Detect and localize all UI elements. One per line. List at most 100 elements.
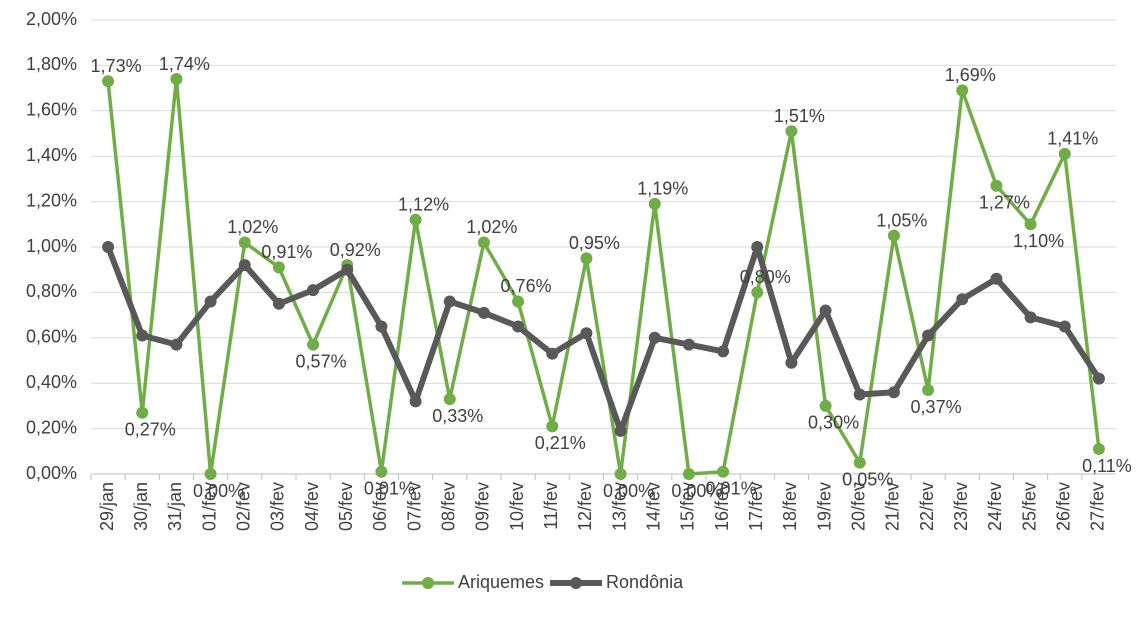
- x-tick-label: 04/fev: [302, 482, 322, 531]
- x-tick-label: 11/fev: [541, 482, 561, 530]
- series-line: [105, 244, 1102, 434]
- x-tick-label: 10/fev: [507, 482, 527, 531]
- data-label: 0,01%: [706, 478, 757, 498]
- legend: Ariquemes Rondônia: [402, 572, 684, 592]
- x-tick-label: 26/fev: [1054, 482, 1074, 531]
- point: [1092, 372, 1105, 385]
- point: [785, 356, 798, 369]
- x-tick-label: 31/jan: [165, 482, 185, 531]
- point: [409, 395, 422, 408]
- x-tick-label: 16/fev: [712, 482, 732, 531]
- data-label: 0,21%: [535, 433, 586, 453]
- y-tick-label: 0,80%: [26, 281, 77, 301]
- point: [1024, 218, 1037, 231]
- x-tick-label: 07/fev: [404, 482, 424, 531]
- series-line: [106, 77, 1101, 476]
- point: [341, 263, 354, 276]
- point: [204, 468, 217, 480]
- x-tick-label: 23/fev: [951, 482, 971, 531]
- legend-marker: [570, 577, 583, 589]
- point: [238, 259, 251, 272]
- point: [956, 84, 969, 97]
- point: [546, 347, 559, 360]
- point: [922, 329, 935, 342]
- legend-marker: [422, 577, 434, 589]
- y-tick-label: 0,20%: [26, 417, 77, 437]
- data-label: 0,00%: [671, 481, 722, 501]
- point: [580, 327, 593, 340]
- data-label: 1,27%: [979, 192, 1030, 212]
- point: [307, 338, 320, 351]
- data-label: 1,51%: [774, 106, 825, 126]
- point: [580, 252, 593, 265]
- point: [682, 338, 695, 351]
- data-label: 0,95%: [569, 233, 620, 253]
- point: [648, 331, 661, 344]
- point: [682, 468, 695, 480]
- point: [614, 468, 627, 480]
- x-tick-label: 27/fev: [1088, 482, 1108, 531]
- x-tick-label: 19/fev: [814, 482, 834, 531]
- data-label: 1,73%: [91, 56, 142, 76]
- x-tick-label: 22/fev: [917, 482, 937, 531]
- point: [614, 424, 627, 437]
- point: [990, 179, 1003, 192]
- point: [751, 241, 764, 253]
- x-tick-label: 05/fev: [336, 482, 356, 531]
- x-tick-label: 29/jan: [97, 482, 117, 531]
- point: [819, 304, 832, 317]
- point: [102, 75, 115, 88]
- point: [785, 125, 798, 138]
- data-label: 1,05%: [876, 210, 927, 230]
- x-tick-label: 24/fev: [985, 482, 1005, 531]
- point: [272, 297, 285, 310]
- point: [819, 399, 832, 412]
- y-tick-label: 1,60%: [26, 100, 77, 120]
- point: [477, 306, 490, 319]
- y-tick-label: 2,00%: [26, 9, 77, 29]
- x-tick-label: 21/fev: [883, 482, 903, 531]
- y-tick-label: 1,40%: [26, 145, 77, 165]
- point: [102, 241, 115, 253]
- y-tick-label: 1,20%: [26, 190, 77, 210]
- data-label: 0,37%: [911, 397, 962, 417]
- data-label: 1,74%: [159, 54, 210, 74]
- x-tick-label: 13/fev: [609, 482, 629, 531]
- x-tick-label: 15/fev: [678, 482, 698, 531]
- data-label: 0,00%: [193, 481, 244, 501]
- x-tick-label: 14/fev: [644, 482, 664, 531]
- data-label: 0,27%: [125, 419, 176, 439]
- point: [922, 384, 935, 397]
- x-tick-label: 03/fev: [268, 482, 288, 531]
- y-tick-label: 0,00%: [26, 463, 77, 483]
- point: [238, 236, 251, 249]
- y-tick-label: 0,60%: [26, 327, 77, 347]
- y-tick-label: 0,40%: [26, 372, 77, 392]
- point: [307, 284, 320, 297]
- data-label: 1,19%: [637, 179, 688, 199]
- point: [546, 420, 559, 433]
- data-label: 1,41%: [1047, 129, 1098, 149]
- point: [512, 320, 525, 333]
- point: [375, 465, 388, 478]
- data-label: 1,02%: [227, 217, 278, 237]
- point: [853, 456, 866, 469]
- point: [477, 236, 490, 249]
- point: [887, 229, 900, 242]
- x-tick-label: 25/fev: [1019, 482, 1039, 531]
- point: [887, 386, 900, 399]
- point: [170, 338, 183, 351]
- point: [409, 213, 422, 226]
- data-label: 0,30%: [808, 413, 859, 433]
- data-label: 1,12%: [398, 195, 449, 215]
- point: [170, 73, 183, 86]
- point: [717, 465, 730, 478]
- data-label: 0,11%: [1082, 456, 1132, 476]
- data-label: 0,80%: [740, 267, 791, 287]
- data-label: 1,02%: [466, 217, 517, 237]
- point: [751, 286, 764, 299]
- point: [853, 388, 866, 401]
- x-tick-label: 09/fev: [473, 482, 493, 531]
- point: [204, 295, 217, 308]
